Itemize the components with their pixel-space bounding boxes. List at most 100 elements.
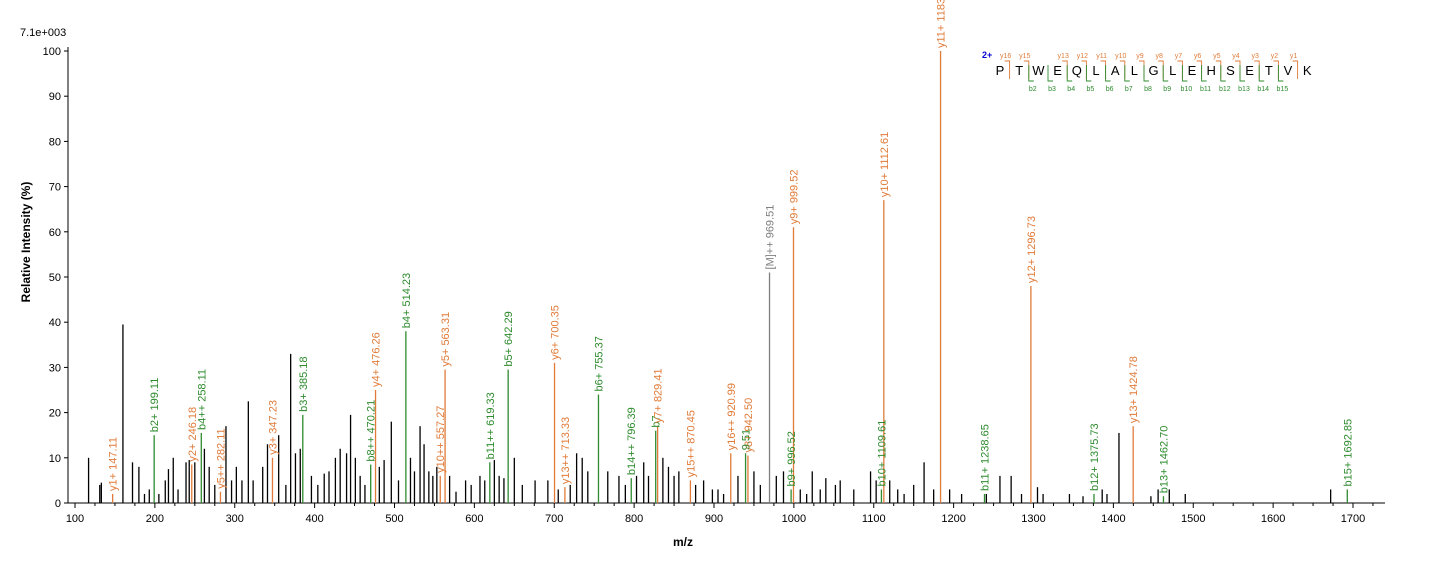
b-ion-bracket (1143, 65, 1149, 82)
peak-label-b-ion: b10+ 1109.61 (876, 420, 888, 487)
y-ion-label: y2 (1271, 53, 1279, 60)
peak-label-b-ion: b9+ 996.52 (786, 431, 798, 486)
b-ion-label: b14 (1257, 86, 1269, 93)
b-ion-bracket (1124, 65, 1130, 82)
sequence-residue: E (1245, 63, 1254, 78)
b-ion-bracket (1085, 65, 1092, 82)
peak-label-y-ion: y9+ 999.52 (788, 170, 800, 225)
x-tick-label: 1100 (862, 513, 886, 525)
x-tick-label: 1300 (1021, 513, 1045, 525)
peak-label-b-ion: b12+ 1375.73 (1089, 423, 1101, 491)
y-ion-bracket (1215, 60, 1222, 79)
y-tick-label: 60 (49, 227, 61, 239)
peak-label-y-ion: y8+ 942.50 (743, 398, 755, 453)
b-ion-label: b4 (1067, 86, 1075, 93)
peak-label-y-ion: y2+ 246.18 (187, 407, 199, 462)
y-tick-label: 80 (49, 136, 61, 148)
peak-label-b-ion: 9.51 (741, 429, 753, 450)
b-ion-label: b5 (1087, 86, 1095, 93)
b-ion-label: b9 (1163, 86, 1171, 93)
peak-label-y-ion: y10+ 1112.61 (879, 132, 891, 197)
b-ion-label: b6 (1106, 86, 1114, 93)
peak-label-y-ion: y13++ 713.33 (560, 417, 572, 484)
y-ion-label: y8 (1155, 53, 1163, 60)
chart-axes: 0 10 20 30 40 50 60 70 80 90 100 100 200 300 400 500 600… (43, 46, 1385, 525)
y-axis-title: Relative Intensity (%) (19, 182, 33, 303)
peak-label-y-ion: y11+ 1183.64 (936, 0, 948, 48)
peak-label-y-ion: y16++ 920.99 (726, 383, 738, 450)
b-ion-bracket (1239, 65, 1245, 82)
y-ion-bracket (1004, 60, 1011, 79)
sequence-residue: P (996, 63, 1005, 78)
b-ion-label: b11 (1200, 86, 1211, 93)
sequence-residue: L (1092, 63, 1099, 78)
b-ion-label: b10 (1181, 86, 1193, 93)
b-ion-bracket (1220, 65, 1226, 82)
x-tick-label: 1500 (1181, 513, 1205, 525)
peak-label-b-ion: b4+ 514.23 (401, 273, 413, 328)
peak-label-b-ion: b15+ 1692.85 (1342, 419, 1354, 487)
peak-label-y-ion: y3+ 347.23 (267, 400, 279, 455)
y-tick-label: 50 (49, 272, 61, 284)
b-ion-bracket (1047, 65, 1053, 82)
x-tick-label: 600 (465, 513, 483, 525)
peak-label-b-ion: b8++ 470.21 (366, 400, 378, 462)
y-ion-bracket (1158, 60, 1164, 79)
x-tick-label: 400 (305, 513, 323, 525)
x-tick-label: 700 (545, 513, 563, 525)
y-tick-label: 70 (49, 182, 61, 194)
y-ion-label: y6 (1194, 53, 1202, 60)
peak-label-b-ion: b3+ 385.18 (298, 356, 310, 411)
y-ion-bracket (1100, 60, 1107, 79)
y-ion-bracket (1254, 60, 1260, 79)
x-tick-label: 500 (385, 513, 403, 525)
y-ion-label: y4 (1232, 53, 1240, 60)
y-ion-label: y12 (1077, 53, 1088, 60)
peak-label-b-ion: b13+ 1462.70 (1158, 426, 1170, 494)
peak-label-y-ion: y5+ 563.31 (440, 312, 452, 367)
sequence-residue: V (1284, 63, 1293, 78)
peak-label-precursor-ion: [M]++ 969.51 (765, 205, 777, 270)
peak-label-y-ion: y15++ 870.45 (685, 410, 697, 477)
peak-label-b-ion: b11++ 619.33 (485, 392, 497, 459)
x-tick-label: 1000 (782, 513, 806, 525)
b-ion-label: b3 (1048, 86, 1056, 93)
y-ion-label: y15 (1019, 53, 1030, 60)
b-ion-bracket (1277, 65, 1284, 82)
y-ion-bracket (1081, 60, 1087, 79)
y-ion-bracket (1119, 60, 1126, 79)
y-ion-label: y10 (1115, 53, 1126, 60)
b-ion-bracket (1181, 65, 1188, 82)
y-ion-label: y9 (1136, 53, 1144, 60)
sequence-residue: E (1053, 63, 1062, 78)
peak-label-y-ion: y6+ 700.35 (550, 305, 562, 360)
y-ion-label: y5 (1213, 53, 1221, 60)
x-tick-label: 1600 (1261, 513, 1285, 525)
y-tick-label: 10 (49, 453, 61, 465)
x-axis-title: m/z (673, 535, 693, 549)
peak-label-y-ion: y4+ 476.26 (371, 332, 383, 387)
y-ion-bracket (1139, 60, 1145, 79)
x-tick-label: 1200 (941, 513, 965, 525)
b-ion-label: b15 (1277, 86, 1289, 93)
peak-label-b-ion: b5+ 642.29 (503, 311, 515, 366)
b-ion-label: b2 (1029, 86, 1037, 93)
x-tick-label: 800 (625, 513, 643, 525)
sequence-residue: L (1131, 63, 1138, 78)
y-tick-label: 20 (49, 408, 61, 420)
peak-label-b-ion: b7 (651, 415, 663, 427)
y-ion-bracket (1292, 60, 1299, 79)
sequence-residue: L (1169, 63, 1176, 78)
sequence-residue: W (1032, 63, 1045, 78)
peak-label-y-ion: y5++ 282.11 (215, 428, 227, 488)
y-ion-bracket (1023, 60, 1030, 79)
peak-label-y-ion: y1+ 147.11 (108, 437, 120, 491)
y-ion-label: y16 (1000, 53, 1011, 60)
x-tick-label: 900 (705, 513, 723, 525)
sequence-residue: T (1265, 63, 1273, 78)
y-tick-label: 100 (43, 46, 61, 58)
x-tick-label: 300 (226, 513, 244, 525)
x-tick-label: 200 (146, 513, 164, 525)
peak-label-b-ion: b11+ 1238.65 (979, 424, 991, 491)
